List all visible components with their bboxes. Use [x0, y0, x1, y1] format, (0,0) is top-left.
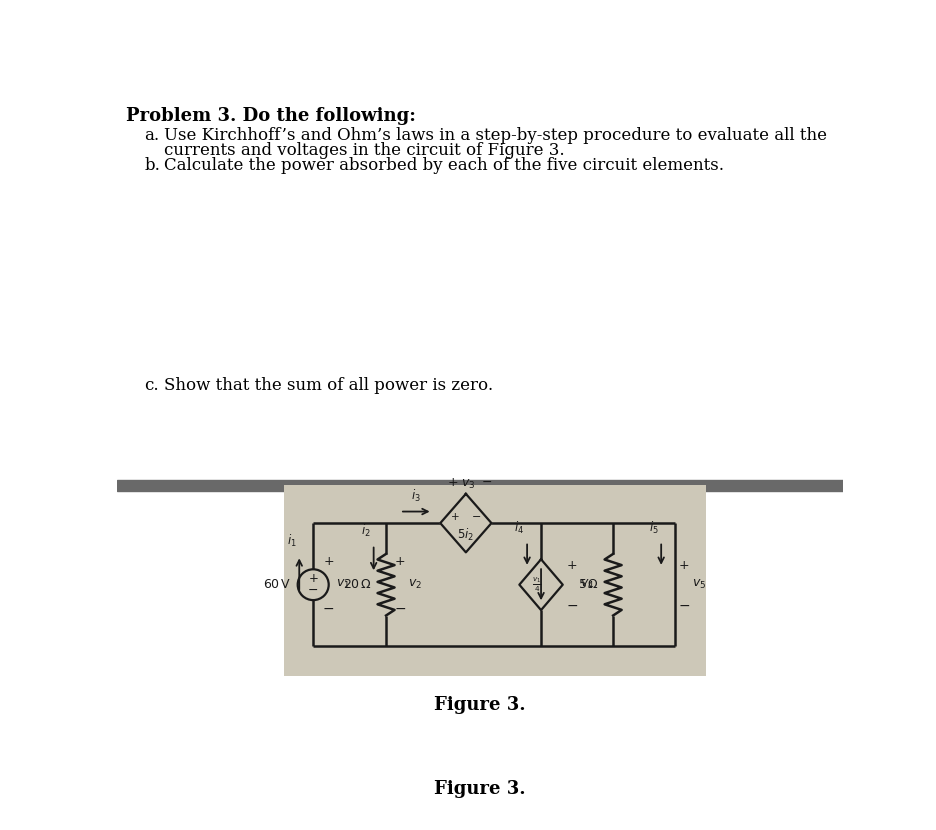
- Text: Figure 3.: Figure 3.: [433, 780, 525, 798]
- Text: −: −: [308, 584, 318, 598]
- Text: currents and voltages in the circuit of Figure 3.: currents and voltages in the circuit of …: [164, 142, 563, 159]
- Text: Figure 3.: Figure 3.: [433, 696, 525, 715]
- Text: $i_5$: $i_5$: [648, 520, 658, 536]
- Text: +: +: [394, 555, 405, 568]
- Text: $+\ v_3\ -$: $+\ v_3\ -$: [446, 476, 492, 491]
- Text: Calculate the power absorbed by each of the five circuit elements.: Calculate the power absorbed by each of …: [164, 157, 723, 173]
- Text: $i_3$: $i_3$: [411, 488, 420, 504]
- Text: −: −: [323, 603, 334, 617]
- Text: Show that the sum of all power is zero.: Show that the sum of all power is zero.: [164, 377, 492, 393]
- Text: −: −: [394, 603, 405, 617]
- Text: +: +: [308, 572, 318, 585]
- Text: $60\,\mathrm{V}$: $60\,\mathrm{V}$: [263, 579, 291, 591]
- Text: $v_5$: $v_5$: [692, 579, 706, 591]
- Text: +: +: [566, 559, 577, 572]
- Text: a.: a.: [144, 126, 159, 144]
- Text: −: −: [472, 512, 481, 522]
- Text: $\frac{v_1}{4}$: $\frac{v_1}{4}$: [532, 575, 541, 593]
- Bar: [284, 485, 706, 676]
- Text: $20\,\Omega$: $20\,\Omega$: [343, 579, 372, 591]
- Text: $v_4$: $v_4$: [579, 579, 593, 591]
- Text: $5\,\Omega$: $5\,\Omega$: [578, 579, 598, 591]
- Text: +: +: [679, 559, 689, 572]
- Text: c.: c.: [144, 377, 159, 393]
- Text: Problem 3. Do the following:: Problem 3. Do the following:: [126, 107, 416, 125]
- Text: $v_2$: $v_2$: [407, 579, 421, 591]
- Text: −: −: [678, 599, 690, 613]
- Text: Use Kirchhoff’s and Ohm’s laws in a step-by-step procedure to evaluate all the: Use Kirchhoff’s and Ohm’s laws in a step…: [164, 126, 826, 144]
- Bar: [117, 480, 842, 491]
- Text: +: +: [450, 512, 459, 522]
- Polygon shape: [519, 559, 563, 610]
- Text: $i_1$: $i_1$: [286, 533, 296, 549]
- Text: −: −: [565, 599, 578, 613]
- Text: $5i_2$: $5i_2$: [457, 526, 474, 543]
- Text: b.: b.: [144, 157, 160, 173]
- Text: +: +: [323, 555, 333, 568]
- Text: $v_1$: $v_1$: [336, 579, 350, 591]
- Circle shape: [298, 569, 329, 600]
- Polygon shape: [440, 494, 490, 552]
- Text: $i_4$: $i_4$: [514, 520, 524, 536]
- Text: $i_2$: $i_2$: [360, 522, 371, 539]
